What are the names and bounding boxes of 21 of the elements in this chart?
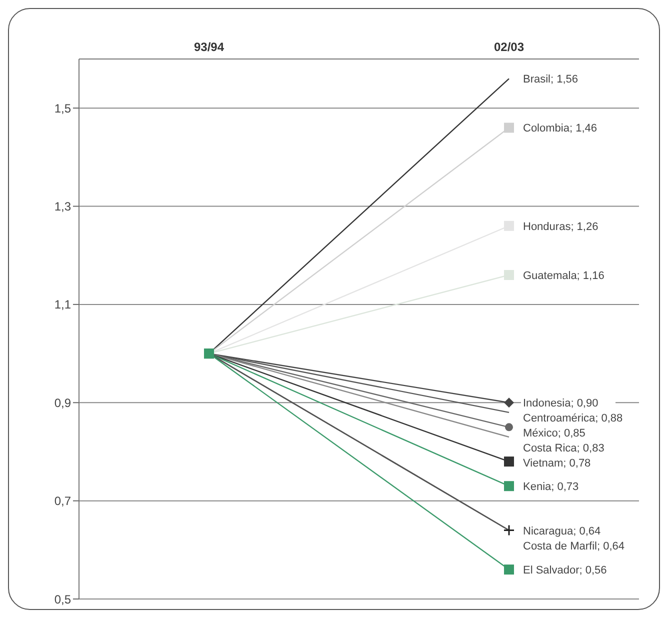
x-tick-label: 02/03 bbox=[494, 40, 524, 54]
text: Guatemala; 1,16 bbox=[523, 270, 604, 282]
y-tick-label: 1,3 bbox=[54, 200, 72, 214]
text: Centroamérica; 0,88 bbox=[523, 412, 623, 425]
text: Kenia; 0,73 bbox=[523, 481, 579, 494]
text: El Salvador; 0,56 bbox=[523, 564, 607, 577]
y-tick-label: 0,7 bbox=[54, 494, 72, 508]
text: Brasil; 1,56 bbox=[523, 74, 578, 86]
text: Honduras; 1,26 bbox=[523, 220, 598, 233]
text: Costa de Marfil; 0,64 bbox=[523, 540, 624, 552]
text: Costa Rica; 0,83 bbox=[523, 442, 604, 455]
text: Vietnam; 0,78 bbox=[523, 458, 591, 470]
text: Colombia; 1,46 bbox=[523, 122, 597, 135]
y-tick-label: 1,5 bbox=[54, 101, 72, 116]
y-tick-label: 1,1 bbox=[54, 298, 72, 312]
y-tick-label: 0,5 bbox=[54, 592, 72, 606]
text: México; 0,85 bbox=[523, 428, 586, 440]
text: Indonesia; 0,90 bbox=[523, 398, 598, 410]
x-tick-label: 93/94 bbox=[194, 40, 224, 54]
text: Nicaragua; 0,64 bbox=[523, 525, 601, 538]
y-tick-label: 0,9 bbox=[54, 396, 72, 410]
